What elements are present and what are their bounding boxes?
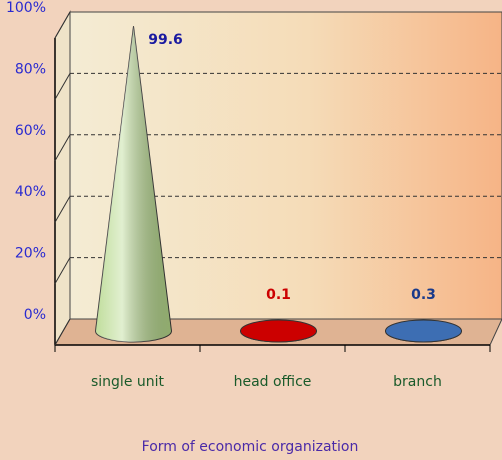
y-tick bbox=[54, 134, 71, 162]
x-tick-label: branch bbox=[393, 374, 442, 390]
x-tick-label: single unit bbox=[91, 374, 165, 390]
y-tick bbox=[54, 11, 71, 39]
y-tick-label: 20% bbox=[15, 246, 46, 262]
y-tick-label: 0% bbox=[24, 307, 46, 323]
cone bbox=[384, 319, 463, 343]
y-tick bbox=[54, 195, 71, 223]
cone bbox=[239, 319, 318, 343]
cone-base bbox=[240, 319, 317, 343]
cone-shine bbox=[95, 26, 172, 343]
cone bbox=[94, 26, 173, 343]
x-axis-title: Form of economic organization bbox=[142, 439, 359, 455]
y-tick-label: 60% bbox=[15, 123, 46, 139]
y-tick bbox=[54, 73, 71, 100]
y-tick-label: 100% bbox=[6, 0, 46, 16]
value-label: 0.3 bbox=[411, 287, 436, 303]
x-tick-label: head office bbox=[234, 374, 312, 390]
side-wall bbox=[54, 10, 71, 347]
value-label: 0.1 bbox=[266, 287, 291, 303]
cone-base bbox=[385, 319, 462, 343]
value-label: 99.6 bbox=[148, 32, 183, 48]
y-tick bbox=[54, 257, 71, 284]
y-tick-label: 40% bbox=[15, 184, 46, 200]
y-tick bbox=[54, 318, 71, 346]
y-tick-label: 80% bbox=[15, 61, 46, 77]
